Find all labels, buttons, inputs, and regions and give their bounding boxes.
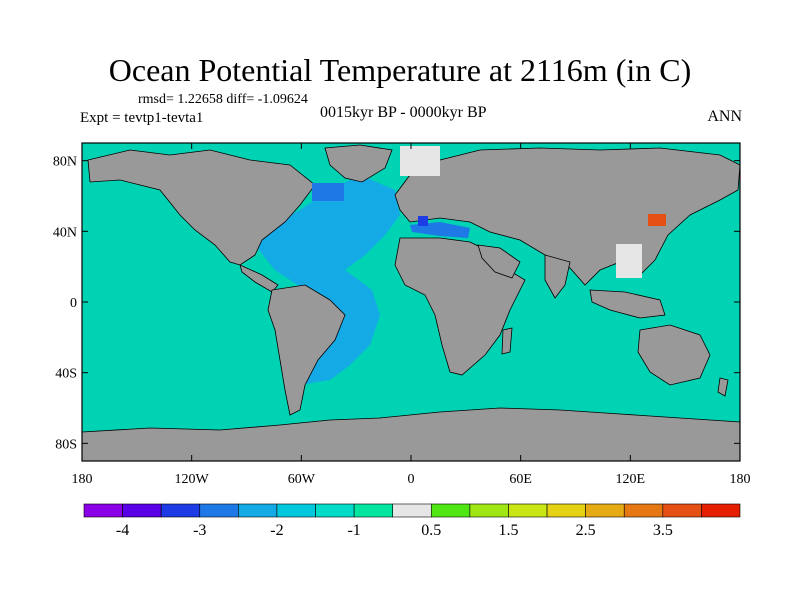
madagascar-land <box>501 327 513 355</box>
longitude-axis: 180 120W 60W 0 60E 120E 180 <box>72 143 751 487</box>
colorbar-swatch <box>276 503 316 518</box>
colorbar-swatch <box>392 503 432 518</box>
colorbar-label: -4 <box>116 522 129 539</box>
lat-tick-label: 80S <box>55 437 77 452</box>
colorbar-swatch <box>83 503 123 518</box>
colorbar-swatch <box>508 503 548 518</box>
colorbar-swatch <box>623 503 664 518</box>
map-panel: 80N 40N 0 40S 80S 180 120W 60W 0 60E 120E 180 <box>53 142 751 487</box>
lon-tick-label: 180 <box>730 472 751 487</box>
land-masses <box>81 144 741 462</box>
colorbar-swatch <box>315 503 355 518</box>
colorbar-label: 2.5 <box>576 522 596 539</box>
colorbar-swatch <box>238 503 278 518</box>
india-land <box>544 254 571 299</box>
east-asia-neutral-patch <box>616 244 642 278</box>
chart-title: Ocean Potential Temperature at 2116m (in… <box>108 52 692 88</box>
colorbar-swatch <box>430 503 471 518</box>
lat-tick-label: 40S <box>55 367 77 382</box>
lon-tick-label: 120E <box>616 472 646 487</box>
lat-tick-label: 40N <box>53 225 77 240</box>
arabia-land <box>477 244 521 279</box>
lon-tick-label: 0 <box>408 472 415 487</box>
colorbar-swatch <box>353 503 394 518</box>
colorbar-swatch <box>199 503 239 518</box>
iberia-cold-patch <box>418 216 428 226</box>
stats-line: rmsd= 1.22658 diff= -1.09624 <box>138 92 308 107</box>
lat-tick-label: 80N <box>53 155 77 170</box>
colorbar: -4 -3 -2 -1 0.5 1.5 2.5 3.5 <box>83 503 741 539</box>
new-zealand-land <box>717 377 729 397</box>
colorbar-swatch <box>662 503 702 518</box>
colorbar-swatch <box>701 503 741 518</box>
atlantic-ocean-region <box>255 175 400 385</box>
colorbar-label: -1 <box>347 522 360 539</box>
lon-tick-label: 60W <box>288 472 316 487</box>
colorbar-label: -2 <box>270 522 283 539</box>
arctic-neutral-patch <box>400 146 440 176</box>
experiment-label: Expt = tevtp1-tevta1 <box>80 110 204 126</box>
colorbar-label: 3.5 <box>653 522 673 539</box>
colorbar-label: -3 <box>193 522 206 539</box>
lon-tick-label: 120W <box>175 472 210 487</box>
labrador-sea-cold-patch <box>312 183 344 201</box>
europe-asia-land <box>394 147 741 286</box>
australia-land <box>637 324 711 386</box>
colorbar-label: 1.5 <box>498 522 518 539</box>
lon-tick-label: 60E <box>509 472 532 487</box>
period-label: 0015kyr BP - 0000kyr BP <box>320 104 487 121</box>
greenland-land <box>324 144 393 183</box>
latitude-axis: 80N 40N 0 40S 80S <box>53 155 740 452</box>
season-label: ANN <box>707 108 742 125</box>
colorbar-label: 0.5 <box>421 522 441 539</box>
colorbar-swatch <box>469 503 509 518</box>
southeast-asia-islands-land <box>589 289 666 319</box>
lat-tick-label: 0 <box>70 296 77 311</box>
lon-tick-label: 180 <box>72 472 93 487</box>
colorbar-swatch <box>122 503 162 518</box>
colorbar-swatch <box>546 503 586 518</box>
colorbar-swatch <box>585 503 625 518</box>
colorbar-swatch <box>160 503 201 518</box>
anomaly-patches <box>312 146 666 278</box>
south-america-land <box>267 284 346 416</box>
north-america-land <box>87 149 316 266</box>
japan-sea-warm-patch <box>648 214 666 226</box>
